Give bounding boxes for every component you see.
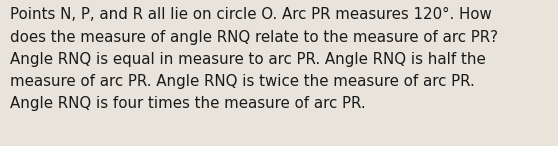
Text: Points N, P, and R all lie on circle O. Arc PR measures 120°. How
does the measu: Points N, P, and R all lie on circle O. …: [10, 7, 498, 111]
